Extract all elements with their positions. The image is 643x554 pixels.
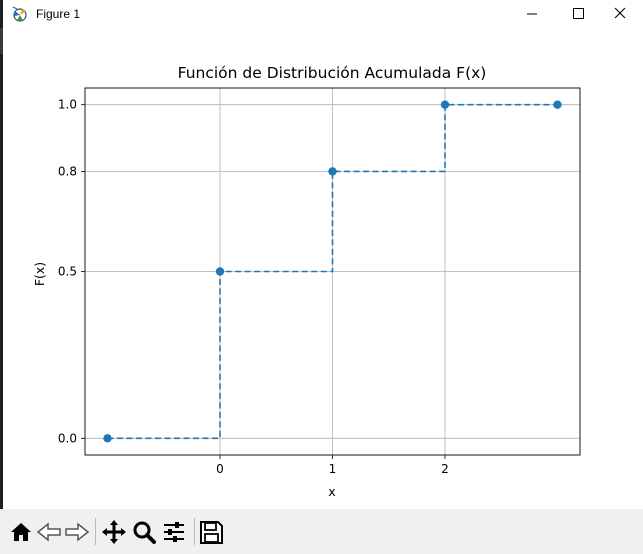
y-tick-label: 0.5 [58,265,77,279]
x-tick-label: 2 [441,462,449,476]
toolbar-separator [194,518,195,545]
zoom-button[interactable] [129,517,159,547]
pan-button[interactable] [99,517,129,547]
figure-canvas: 0 1 2 0.0 0.5 0.8 1.0 Función de Distribución … [3,28,643,509]
x-tick-label: 0 [216,462,224,476]
y-tick-label: 0.0 [58,431,77,445]
y-axis-label: F(x) [32,262,47,286]
zoom-icon [133,521,156,544]
save-button[interactable] [196,517,226,547]
move-icon [102,520,126,544]
matplotlib-app-icon [11,5,31,23]
cdf-chart: 0 1 2 0.0 0.5 0.8 1.0 Función de Distribución … [32,64,581,499]
close-button[interactable] [597,0,643,28]
sliders-icon [164,522,184,542]
data-point [103,434,112,443]
toolbar-separator [95,518,96,545]
maximize-button[interactable] [555,0,601,28]
data-point [328,167,337,176]
data-point [440,100,450,109]
axes: 0 1 2 0.0 0.5 0.8 1.0 [58,87,581,476]
y-tick-label: 0.8 [58,164,77,178]
step-line [107,103,558,440]
home-button[interactable] [6,517,36,547]
minimize-icon [527,13,537,15]
configure-subplots-button[interactable] [159,517,189,547]
y-tick-label: 1.0 [58,98,77,112]
window-title: Figure 1 [36,7,81,21]
x-tick-label: 1 [329,462,337,476]
navigation-toolbar [0,509,643,554]
maximize-icon [573,8,584,19]
close-icon [614,7,626,19]
data-point [215,267,225,276]
data-point [553,100,562,109]
save-icon [200,521,223,544]
home-icon [11,523,31,541]
title-bar: Figure 1 [3,0,643,28]
forward-arrow-icon [65,522,90,542]
back-button[interactable] [34,517,64,547]
forward-button[interactable] [62,517,92,547]
x-axis-label: x [328,484,335,499]
window-left-edge [0,0,3,554]
back-arrow-icon [36,522,61,542]
chart-title: Función de Distribución Acumulada F(x) [178,64,487,82]
data-series [103,100,562,443]
minimize-button[interactable] [509,0,555,28]
